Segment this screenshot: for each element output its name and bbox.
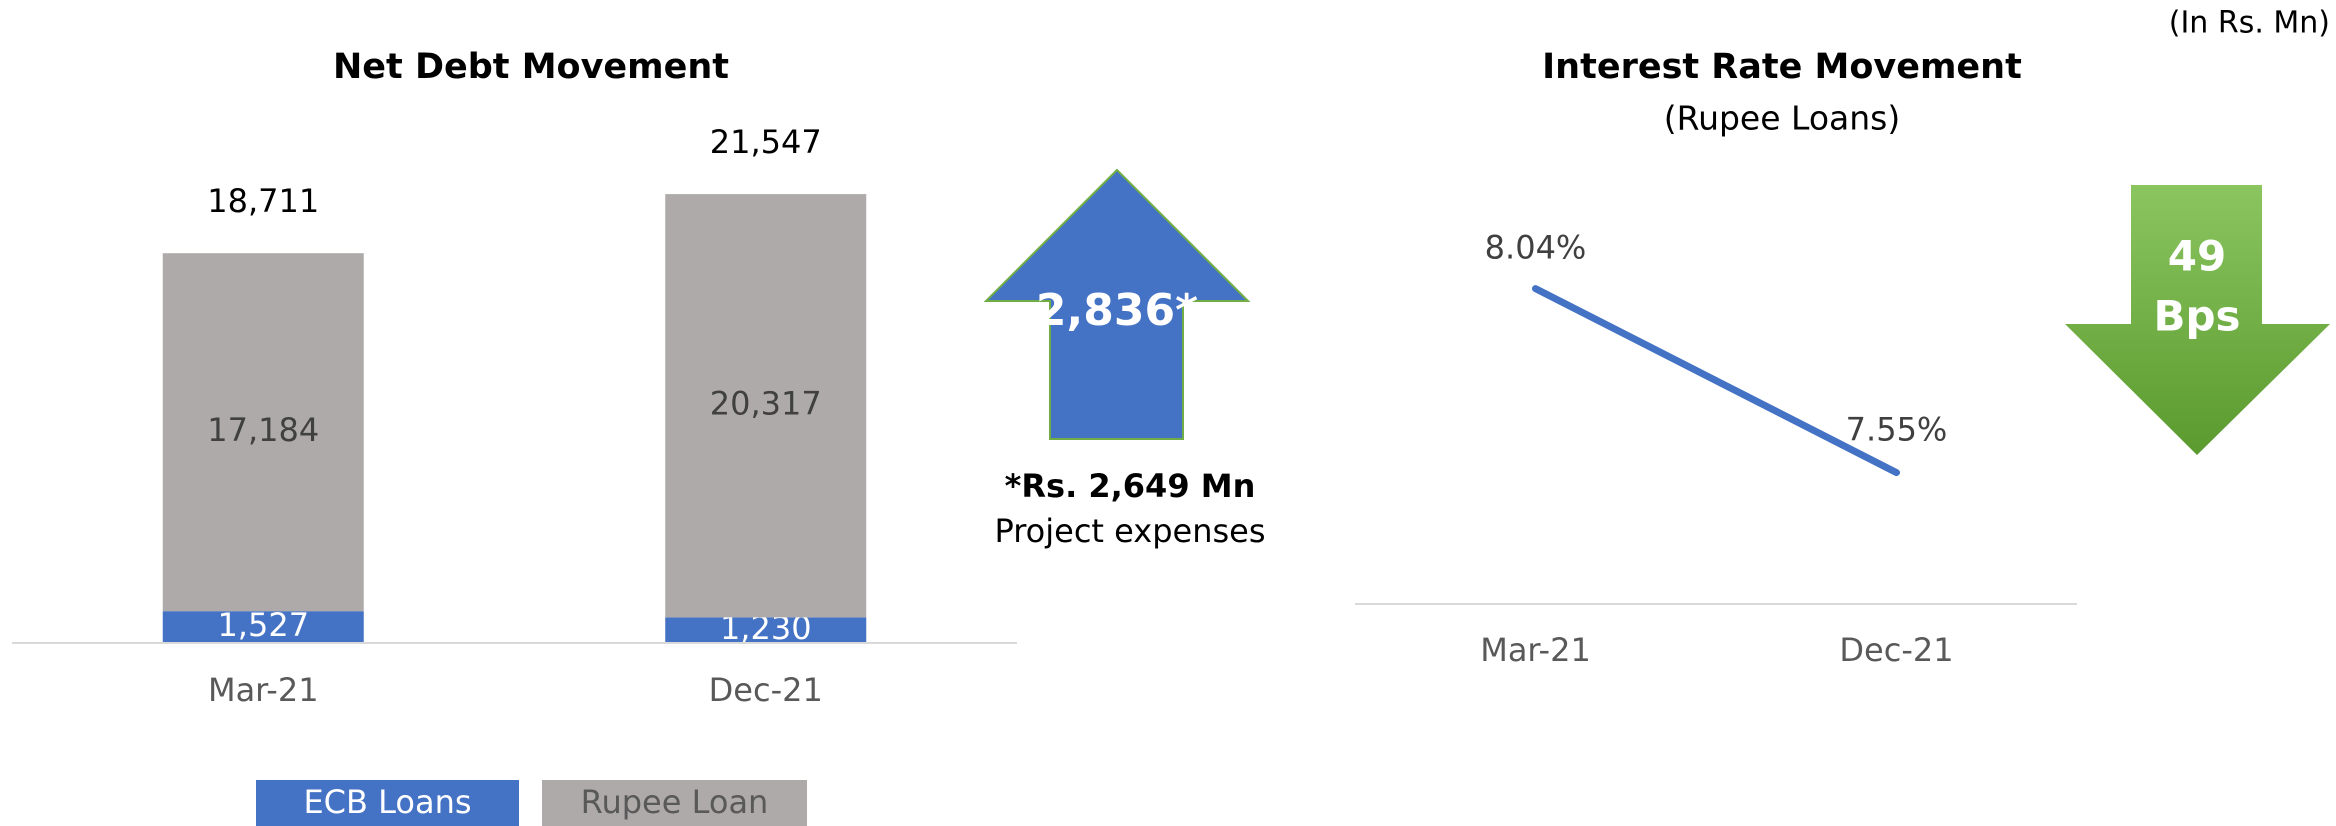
x-tick-label: Mar-21: [1480, 631, 1591, 669]
legend-label: ECB Loans: [303, 783, 471, 821]
chart-title: Net Debt Movement: [333, 47, 729, 87]
change-label: 2,836*: [1036, 285, 1198, 336]
legend-swatch: [542, 780, 807, 826]
bar-segment: [162, 611, 364, 643]
total-label: 21,547: [710, 123, 822, 161]
data-label: 7.55%: [1846, 411, 1948, 449]
unit-note: (In Rs. Mn): [2169, 6, 2330, 41]
down-arrow: [2065, 185, 2330, 455]
data-label: 20,317: [710, 385, 822, 423]
footnote: Project expenses: [994, 512, 1265, 550]
up-arrow: [983, 168, 1251, 440]
total-label: 18,711: [207, 182, 319, 220]
chart-title: Interest Rate Movement: [1542, 47, 2022, 87]
line-series: [1532, 285, 1900, 477]
x-tick-label: Mar-21: [208, 671, 319, 709]
change-label: Bps: [2153, 292, 2240, 341]
x-tick-label: Dec-21: [709, 671, 823, 709]
data-label: 1,527: [217, 606, 309, 644]
footnote: *Rs. 2,649 Mn: [1005, 467, 1256, 505]
bar-segment: [665, 194, 867, 618]
bar-segment: [665, 617, 867, 643]
legend-swatch: [256, 780, 519, 826]
change-label: 49: [2168, 232, 2226, 281]
data-label: 8.04%: [1485, 229, 1587, 267]
chart-subtitle: (Rupee Loans): [1664, 99, 1900, 138]
x-tick-label: Dec-21: [1839, 631, 1953, 669]
legend-label: Rupee Loan: [581, 783, 769, 821]
bar-segment: [162, 253, 364, 612]
data-label: 17,184: [207, 411, 319, 449]
